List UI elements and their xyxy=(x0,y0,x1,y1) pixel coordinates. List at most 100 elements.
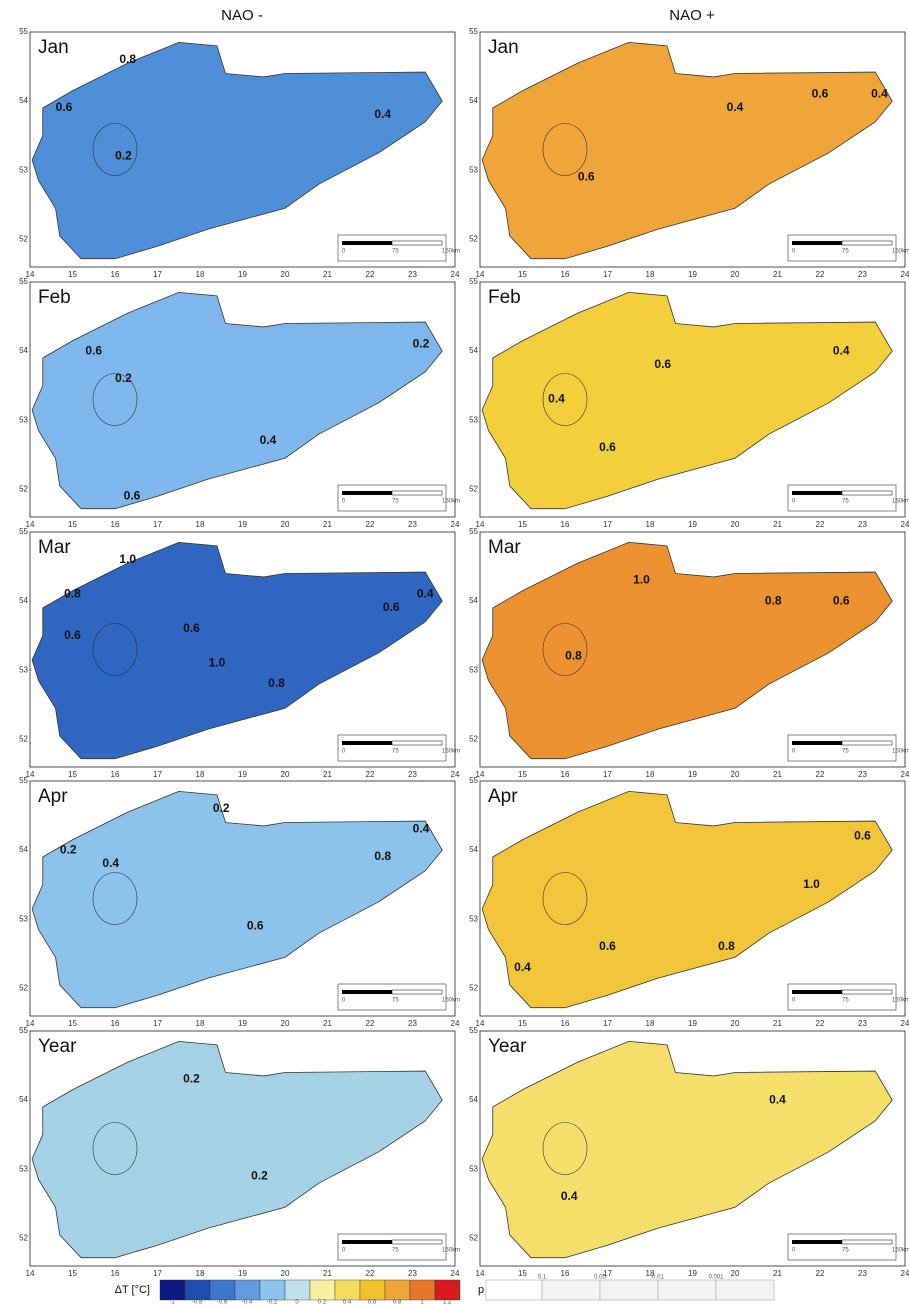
contour-label: 0.6 xyxy=(578,169,595,183)
y-tick-label: 55 xyxy=(469,27,478,36)
y-tick-label: 53 xyxy=(469,1164,478,1173)
y-tick-label: 54 xyxy=(469,845,478,854)
x-tick-label: 16 xyxy=(561,1019,570,1028)
legend-tick: -0.8 xyxy=(192,1300,203,1304)
x-tick-label: 20 xyxy=(731,520,740,529)
x-tick-label: 21 xyxy=(773,1269,782,1278)
p-tick: 0.01 xyxy=(652,1275,664,1281)
x-tick-label: 18 xyxy=(646,1019,655,1028)
contour-label: 1.0 xyxy=(119,552,136,566)
x-tick-label: 22 xyxy=(816,270,825,279)
x-tick-label: 23 xyxy=(408,770,417,779)
x-tick-label: 23 xyxy=(408,1019,417,1028)
x-tick-label: 17 xyxy=(603,520,612,529)
x-tick-label: 19 xyxy=(238,270,247,279)
y-tick-label: 54 xyxy=(469,346,478,355)
legend-swatch xyxy=(360,1280,385,1300)
x-tick-label: 16 xyxy=(561,520,570,529)
x-tick-label: 17 xyxy=(603,770,612,779)
x-tick-label: 14 xyxy=(26,1269,35,1278)
x-tick-label: 16 xyxy=(111,270,120,279)
x-tick-label: 24 xyxy=(901,270,909,279)
contour-label: 0.4 xyxy=(769,1092,786,1106)
x-tick-label: 23 xyxy=(858,770,867,779)
month-label: Jan xyxy=(38,37,69,58)
contour-label: 0.6 xyxy=(854,828,871,842)
contour-label: 1.0 xyxy=(209,655,226,669)
p-swatch xyxy=(486,1280,542,1300)
column-title: NAO - xyxy=(221,7,263,24)
legend-swatch xyxy=(435,1280,460,1300)
scale-bar xyxy=(842,1240,892,1244)
scale-bar xyxy=(842,741,892,745)
scale-bar xyxy=(792,491,842,495)
y-tick-label: 52 xyxy=(469,734,478,743)
p-swatch xyxy=(600,1280,658,1300)
contour-label: 0.2 xyxy=(115,371,132,385)
legend-swatch xyxy=(385,1280,410,1300)
legend-tick: 0.2 xyxy=(318,1300,327,1304)
y-tick-label: 53 xyxy=(19,665,28,674)
contour-label: 0.8 xyxy=(718,939,735,953)
x-tick-label: 23 xyxy=(408,270,417,279)
x-tick-label: 19 xyxy=(688,770,697,779)
column-title: NAO + xyxy=(669,7,715,24)
x-tick-label: 15 xyxy=(68,270,77,279)
contour-label: 0.4 xyxy=(548,392,565,406)
y-tick-label: 54 xyxy=(19,1095,28,1104)
contour-label: 1.0 xyxy=(633,573,650,587)
month-label: Apr xyxy=(488,786,518,807)
y-tick-label: 53 xyxy=(19,415,28,424)
y-tick-label: 53 xyxy=(19,914,28,923)
x-tick-label: 17 xyxy=(153,520,162,529)
x-tick-label: 19 xyxy=(238,520,247,529)
contour-label: 0.8 xyxy=(268,676,285,690)
legend-swatch xyxy=(210,1280,235,1300)
x-tick-label: 18 xyxy=(196,270,205,279)
scale-label: 150km xyxy=(442,499,460,505)
p-tick: 0.05 xyxy=(594,1275,606,1281)
y-tick-label: 54 xyxy=(469,1095,478,1104)
contour-label: 0.2 xyxy=(60,842,77,856)
x-tick-label: 16 xyxy=(111,770,120,779)
y-tick-label: 53 xyxy=(19,1164,28,1173)
x-tick-label: 21 xyxy=(323,770,332,779)
x-tick-label: 16 xyxy=(561,1269,570,1278)
x-tick-label: 15 xyxy=(68,770,77,779)
contour-label: 0.4 xyxy=(727,100,744,114)
y-tick-label: 55 xyxy=(469,277,478,286)
y-tick-label: 54 xyxy=(19,346,28,355)
p-swatch xyxy=(716,1280,774,1300)
y-tick-label: 55 xyxy=(19,527,28,536)
p-legend-title: p xyxy=(478,1284,484,1296)
x-tick-label: 19 xyxy=(688,1019,697,1028)
x-tick-label: 21 xyxy=(773,1019,782,1028)
x-tick-label: 16 xyxy=(561,270,570,279)
legend-tick: 1.2 xyxy=(443,1300,452,1304)
legend-swatch xyxy=(160,1280,185,1300)
y-tick-label: 55 xyxy=(19,1026,28,1035)
scale-label: 75 xyxy=(842,249,849,255)
scale-bar xyxy=(342,990,392,994)
month-label: Year xyxy=(488,1036,527,1057)
y-tick-label: 52 xyxy=(19,734,28,743)
x-tick-label: 23 xyxy=(858,1019,867,1028)
y-tick-label: 54 xyxy=(469,96,478,105)
scale-bar xyxy=(792,990,842,994)
y-tick-label: 52 xyxy=(19,484,28,493)
scale-label: 75 xyxy=(842,1248,849,1254)
x-tick-label: 15 xyxy=(68,1269,77,1278)
legend-tick: -0.6 xyxy=(217,1300,228,1304)
legend-swatch xyxy=(310,1280,335,1300)
y-tick-label: 55 xyxy=(19,277,28,286)
month-label: Jan xyxy=(488,37,519,58)
x-tick-label: 21 xyxy=(773,270,782,279)
legend-swatch xyxy=(260,1280,285,1300)
x-tick-label: 22 xyxy=(366,270,375,279)
scale-label: 75 xyxy=(842,499,849,505)
contour-label: 0.6 xyxy=(85,343,102,357)
y-tick-label: 53 xyxy=(469,415,478,424)
x-tick-label: 14 xyxy=(476,1269,485,1278)
contour-label: 0.6 xyxy=(812,86,829,100)
legend-swatch xyxy=(235,1280,260,1300)
